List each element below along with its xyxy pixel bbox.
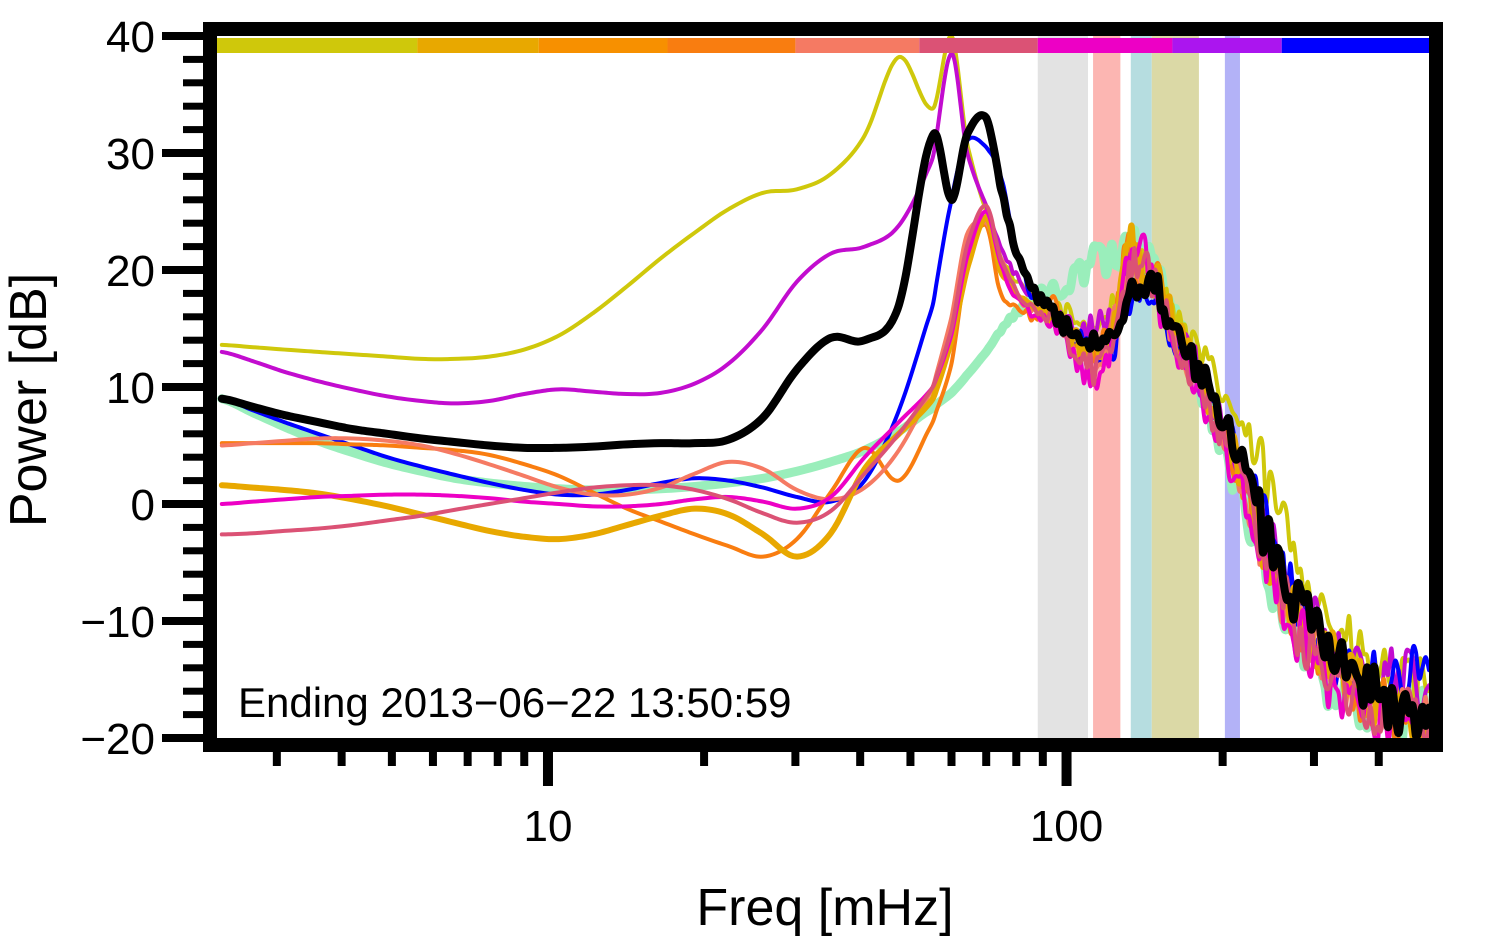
- y-axis-title: Power [dB]: [0, 273, 58, 527]
- colorbar-segment-7: [1172, 38, 1282, 53]
- y-major-tick: [162, 149, 217, 157]
- x-major-tick: [1061, 738, 1072, 786]
- y-minor-tick: [183, 711, 217, 719]
- y-minor-tick: [183, 219, 217, 227]
- shaded-bands: [1037, 36, 1240, 738]
- colorbar-segment-2: [538, 38, 668, 53]
- x-minor-tick: [856, 738, 865, 766]
- x-minor-tick: [1374, 738, 1383, 766]
- series-rose: [219, 203, 1431, 752]
- y-major-tick: [162, 500, 217, 508]
- x-minor-tick: [387, 738, 396, 766]
- y-minor-tick: [183, 126, 217, 134]
- colorbar-segment-4: [795, 38, 920, 53]
- y-minor-tick: [183, 196, 217, 204]
- y-minor-tick: [183, 430, 217, 438]
- x-minor-tick: [463, 738, 472, 766]
- y-minor-tick: [183, 172, 217, 180]
- y-minor-tick: [183, 547, 217, 555]
- y-tick-label: −10: [80, 598, 155, 647]
- y-minor-tick: [183, 406, 217, 414]
- colorbar-segment-5: [919, 38, 1038, 53]
- y-major-tick: [162, 266, 217, 274]
- x-axis-title: Freq [mHz]: [696, 879, 953, 937]
- y-minor-tick: [183, 360, 217, 368]
- x-minor-tick: [493, 738, 502, 766]
- y-tick-label: 0: [131, 481, 155, 530]
- x-minor-tick: [1218, 738, 1227, 766]
- colorbar-segment-0: [217, 38, 418, 53]
- y-minor-tick: [183, 79, 217, 87]
- band-gray: [1037, 36, 1089, 738]
- y-major-tick: [162, 734, 217, 742]
- band-purple: [1224, 36, 1240, 738]
- y-tick-label: 10: [106, 364, 155, 413]
- y-minor-tick: [183, 687, 217, 695]
- y-axis-tick-labels: 40 30 20 10 0 −10 −20: [80, 13, 155, 764]
- x-minor-tick: [337, 738, 346, 766]
- y-minor-tick: [183, 102, 217, 110]
- y-tick-label: 20: [106, 247, 155, 296]
- y-axis-ticks: [162, 32, 217, 742]
- x-minor-tick: [428, 738, 437, 766]
- x-minor-tick: [906, 738, 915, 766]
- y-minor-tick: [183, 313, 217, 321]
- x-minor-tick: [982, 738, 991, 766]
- colorbar-segment-8: [1281, 38, 1429, 53]
- y-major-tick: [162, 32, 217, 40]
- colorbar-segment-1: [417, 38, 539, 53]
- x-minor-tick: [1038, 738, 1047, 766]
- colorbar-segment-3: [667, 38, 796, 53]
- y-minor-tick: [183, 523, 217, 531]
- y-minor-tick: [183, 453, 217, 461]
- x-minor-tick: [947, 738, 956, 766]
- y-minor-tick: [183, 664, 217, 672]
- x-minor-tick: [700, 738, 709, 766]
- x-minor-tick: [520, 738, 529, 766]
- band-cyan: [1130, 36, 1152, 738]
- x-minor-tick: [1012, 738, 1021, 766]
- x-major-tick: [542, 738, 553, 786]
- y-major-tick: [162, 617, 217, 625]
- colorbar-segment-6: [1037, 38, 1173, 53]
- y-minor-tick: [183, 640, 217, 648]
- y-minor-tick: [183, 477, 217, 485]
- x-minor-tick: [1309, 738, 1318, 766]
- colorbar-strip: [217, 38, 1429, 53]
- y-minor-tick: [183, 336, 217, 344]
- y-tick-label: 30: [106, 130, 155, 179]
- x-tick-label: 10: [524, 802, 573, 851]
- spectrum-curves: [217, 33, 1434, 752]
- x-minor-tick: [272, 738, 281, 766]
- y-major-tick: [162, 383, 217, 391]
- x-axis-ticks: [272, 738, 1383, 786]
- y-minor-tick: [183, 243, 217, 251]
- ending-timestamp-annotation: Ending 2013−06−22 13:50:59: [238, 679, 792, 726]
- y-minor-tick: [183, 289, 217, 297]
- y-tick-label: 40: [106, 13, 155, 62]
- x-tick-label: 100: [1030, 802, 1103, 851]
- x-axis-tick-labels: 10 100: [524, 802, 1104, 851]
- y-minor-tick: [183, 55, 217, 63]
- series-olive-yellow: [219, 33, 1431, 712]
- y-minor-tick: [183, 594, 217, 602]
- series-black-mean: [217, 111, 1433, 741]
- x-minor-tick: [791, 738, 800, 766]
- y-minor-tick: [183, 570, 217, 578]
- y-tick-label: −20: [80, 715, 155, 764]
